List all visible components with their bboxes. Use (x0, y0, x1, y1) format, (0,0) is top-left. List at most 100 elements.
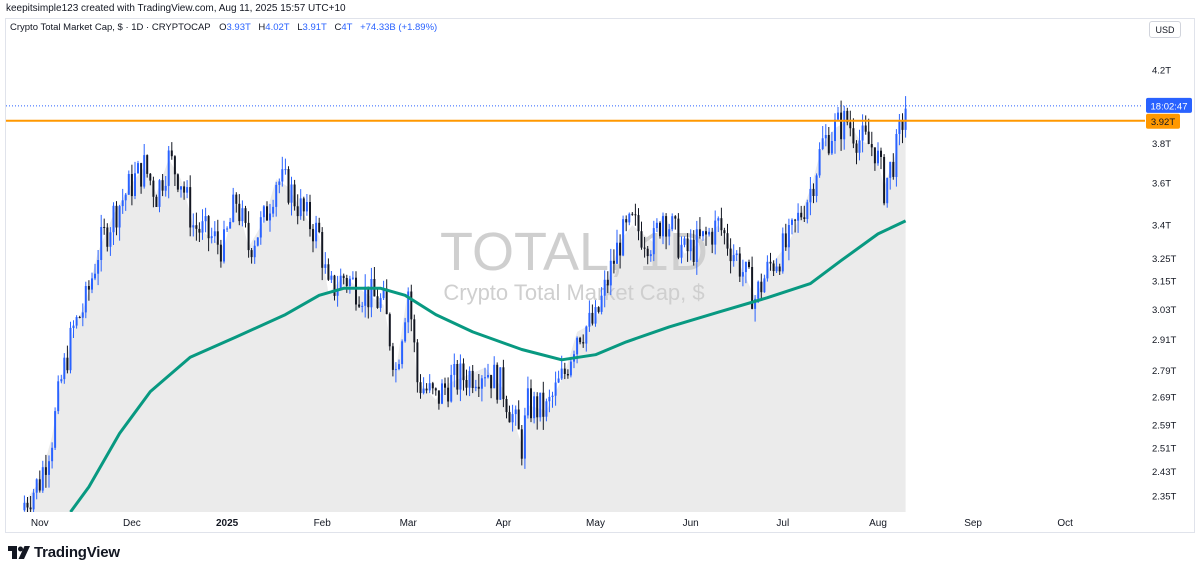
candle-body (659, 222, 661, 237)
candle-body (840, 112, 843, 140)
candle-body (146, 155, 149, 174)
candle-body (484, 377, 486, 379)
candle-body (216, 231, 219, 245)
y-tick-label: 2.69T (1152, 393, 1176, 404)
candle-body (569, 361, 572, 376)
candle-body (797, 212, 800, 221)
candle-body (152, 180, 155, 197)
candle-body (619, 242, 622, 256)
candle-body (364, 286, 367, 306)
candle-body (253, 245, 256, 258)
candle-body (130, 174, 133, 197)
candle-body (477, 386, 480, 389)
candle-body (735, 253, 738, 256)
candle-body (143, 155, 146, 187)
candle-body (708, 231, 711, 235)
candle-body (321, 232, 324, 268)
moving-average-line (69, 219, 907, 512)
candle-body (299, 198, 302, 217)
candle-body (269, 213, 271, 221)
candle-body (281, 169, 284, 182)
candle-body (600, 295, 603, 312)
candle-body (646, 248, 649, 257)
candle-body (210, 236, 213, 239)
candle-body (791, 219, 793, 225)
candle-body (32, 492, 35, 510)
candle-body (901, 121, 904, 130)
candle-body (137, 163, 139, 174)
candle-body (51, 447, 54, 462)
candle-body (419, 382, 422, 394)
candle-body (609, 260, 612, 286)
candle-body (800, 212, 803, 218)
candle-body (717, 218, 720, 221)
candle-body (683, 238, 686, 245)
candle-body (864, 125, 867, 132)
candle-body (60, 379, 63, 382)
candle-body (858, 140, 861, 153)
candle-body (54, 411, 57, 448)
candle-body (787, 225, 790, 248)
y-tick-label: 3.8T (1152, 139, 1171, 150)
candle-body (830, 141, 833, 154)
candle-body (195, 225, 198, 229)
candle-body (784, 233, 787, 248)
candle-body (112, 205, 115, 233)
candle-body (502, 367, 505, 400)
candle-body (259, 217, 262, 238)
legend-title: Crypto Total Market Cap, $ · 1D · CRYPTO… (10, 22, 211, 33)
legend-change-value: +74.33B (+1.89%) (360, 22, 438, 33)
candle-body (465, 380, 468, 388)
y-tick-label: 2.59T (1152, 420, 1176, 431)
candle-body (358, 304, 361, 307)
candle-body (410, 291, 413, 320)
y-tick-label: 2.35T (1152, 492, 1176, 503)
candle-body (563, 368, 566, 374)
candle-body (382, 288, 385, 299)
candle-body (444, 383, 446, 388)
candle-body (250, 250, 253, 258)
candle-body (576, 337, 579, 355)
candle-body (637, 215, 640, 232)
candle-body (72, 325, 75, 328)
x-tick-label: Oct (1057, 518, 1073, 529)
candle-body (539, 392, 542, 418)
candle-body (345, 278, 348, 286)
candle-body (692, 239, 695, 262)
candle-body (775, 266, 778, 272)
candle-body (505, 399, 508, 413)
candle-body (849, 122, 852, 129)
candle-body (628, 213, 631, 223)
candle-body (192, 225, 195, 228)
y-tick-label: 3.4T (1152, 221, 1171, 232)
candle-body (616, 242, 618, 264)
candle-body (23, 502, 26, 511)
candle-body (407, 291, 410, 323)
candle-body (348, 278, 351, 286)
candle-body (554, 382, 557, 396)
candle-body (66, 357, 69, 371)
candle-body (81, 312, 84, 318)
resistance-label: 3.92T (1151, 117, 1175, 128)
y-tick-label: 4.2T (1152, 66, 1171, 77)
candle-body (170, 150, 173, 157)
candle-body (873, 147, 876, 164)
candle-body (597, 307, 600, 312)
candle-body (548, 396, 551, 402)
candle-body (812, 188, 815, 196)
candle-body (603, 279, 606, 296)
legend-high-value: 4.02T (265, 22, 290, 33)
candle-body (582, 342, 585, 344)
candle-body (312, 229, 314, 242)
candle-body (560, 368, 563, 379)
currency-button[interactable]: USD (1149, 21, 1181, 38)
candle-body (324, 264, 327, 268)
candle-body (892, 161, 895, 177)
candle-body (861, 125, 864, 141)
candle-body (266, 206, 268, 221)
candle-body (579, 337, 582, 343)
candle-body (97, 260, 100, 274)
candle-body (149, 173, 152, 181)
candle-body (846, 110, 849, 123)
